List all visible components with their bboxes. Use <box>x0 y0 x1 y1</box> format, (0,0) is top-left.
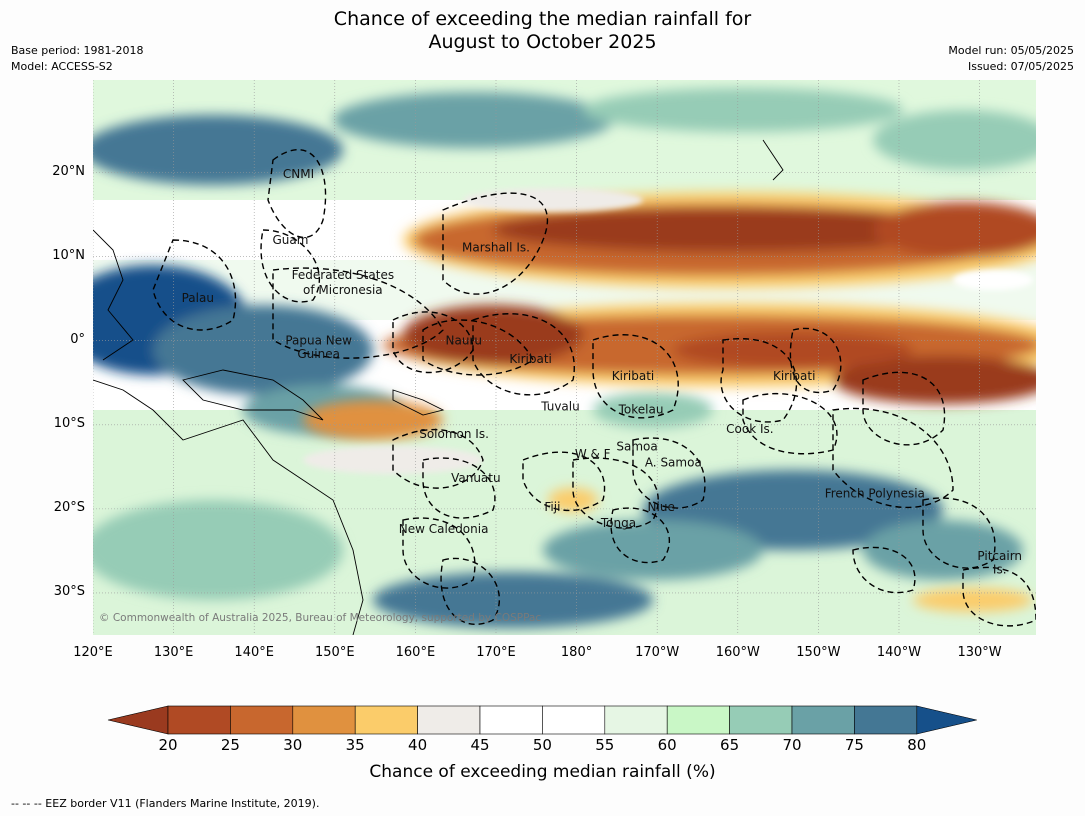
eez-borders <box>152 148 1036 627</box>
x-tick-label: 140°E <box>234 645 274 660</box>
dry-anomaly-areas <box>303 192 1036 612</box>
colorbar-tick-label: 60 <box>658 736 677 754</box>
region-label: A. Samoa <box>645 456 702 470</box>
colorbar-tick-label: 55 <box>595 736 614 754</box>
graticule <box>93 80 1036 635</box>
colorbar-segment <box>729 705 793 735</box>
region-label: of Micronesia <box>303 283 383 297</box>
region-label: Tonga <box>600 516 636 530</box>
region-label: French Polynesia <box>825 487 925 501</box>
region-label: Niue <box>648 500 675 514</box>
australia-png-coast <box>93 379 364 635</box>
colorbar-segment <box>292 705 356 735</box>
region-label: Vanuatu <box>451 471 501 485</box>
hawaii-coast <box>762 139 784 181</box>
x-tick-label: 180° <box>560 645 593 660</box>
colorbar-segment <box>354 705 418 735</box>
region-label: Kiribati <box>612 369 654 383</box>
colorbar-title: Chance of exceeding median rainfall (%) <box>369 762 716 782</box>
region-label: Marshall Is. <box>462 240 530 254</box>
y-tick-label: 30°S <box>53 583 85 599</box>
region-label: W & F <box>575 447 611 461</box>
title-line-2: August to October 2025 <box>428 31 657 53</box>
region-label: Guam <box>272 233 308 247</box>
region-label: Palau <box>182 291 214 305</box>
colorbar-tick-label: 70 <box>782 736 801 754</box>
title-line-1: Chance of exceeding the median rainfall … <box>333 8 752 30</box>
colorbar-segment <box>604 705 668 735</box>
y-tick-label: 10°N <box>52 247 85 263</box>
colorbar-segment <box>542 705 606 735</box>
solomon-coast <box>392 389 445 416</box>
y-tick-label: 0° <box>70 331 85 347</box>
colorbar-tick-label: 30 <box>283 736 302 754</box>
colorbar-segment <box>854 705 918 735</box>
colorbar-tick-label: 65 <box>720 736 739 754</box>
meta-left: Base period: 1981-2018 Model: ACCESS-S2 <box>11 43 143 75</box>
coastlines <box>93 139 784 635</box>
philippines-coast <box>93 229 134 361</box>
colorbar-tick-label: 75 <box>845 736 864 754</box>
x-tick-label: 160°W <box>715 645 760 660</box>
region-label: CNMI <box>283 167 314 181</box>
colorbar-segment <box>417 705 481 735</box>
region-label: Fiji <box>544 500 560 514</box>
colorbar-segment <box>666 705 730 735</box>
copyright-text: © Commonwealth of Australia 2025, Bureau… <box>99 612 541 624</box>
region-label: Nauru <box>446 334 482 348</box>
region-label: Samoa <box>616 440 657 454</box>
x-tick-label: 120°E <box>73 645 113 660</box>
region-label: New Caledonia <box>399 522 489 536</box>
region-label: Kiribati <box>773 369 815 383</box>
colorbar-extend-low <box>107 705 169 735</box>
region-label: Tokelau <box>618 403 664 417</box>
eez-footnote: -- -- -- EEZ border V11 (Flanders Marine… <box>11 797 320 810</box>
colorbar-tick-label: 35 <box>346 736 365 754</box>
colorbar-tick-label: 50 <box>533 736 552 754</box>
y-tick-label: 20°S <box>53 499 85 515</box>
region-label: Guinea <box>297 347 340 361</box>
issued-date: Issued: 07/05/2025 <box>967 60 1074 73</box>
colorbar-segment <box>167 705 231 735</box>
x-tick-label: 160°E <box>395 645 436 660</box>
x-tick-label: 170°E <box>476 645 516 660</box>
colorbar-tick-label: 40 <box>408 736 427 754</box>
colorbar-segment <box>230 705 294 735</box>
region-label: Kiribati <box>509 352 551 366</box>
region-label: Solomon Is. <box>419 427 489 441</box>
x-tick-label: 130°W <box>957 645 1002 660</box>
region-label: Is. <box>993 562 1007 576</box>
wet-anomaly-areas <box>93 88 1036 628</box>
region-label: Pitcairn <box>977 549 1022 563</box>
colorbar-extend-high <box>916 705 977 735</box>
colorbar-segment <box>479 705 543 735</box>
x-tick-label: 150°W <box>796 645 841 660</box>
x-tick-label: 170°W <box>635 645 680 660</box>
colorbar-tick-label: 20 <box>158 736 177 754</box>
new-guinea-coast <box>182 369 324 421</box>
x-tick-label: 130°E <box>153 645 194 660</box>
x-tick-label: 150°E <box>315 645 355 660</box>
region-label: Tuvalu <box>540 399 580 413</box>
region-label: Federated States <box>292 268 394 282</box>
chart-title: Chance of exceeding the median rainfall … <box>0 8 1085 54</box>
region-label: Papua New <box>285 334 352 348</box>
colorbar-segment <box>791 705 855 735</box>
meta-right: Model run: 05/05/2025 Issued: 07/05/2025 <box>948 43 1074 75</box>
colorbar-tick-label: 45 <box>470 736 489 754</box>
rainfall-map[interactable]: CNMI Guam Marshall Is. Federated States of M… <box>93 80 1036 635</box>
base-period: Base period: 1981-2018 <box>11 44 144 57</box>
x-tick-label: 140°W <box>876 645 922 660</box>
colorbar-tick-label: 80 <box>907 736 926 754</box>
y-tick-label: 20°N <box>52 163 85 179</box>
y-tick-label: 10°S <box>53 415 85 431</box>
region-label: Cook Is. <box>726 422 773 436</box>
colorbar-tick-label: 25 <box>221 736 240 754</box>
model-run: Model run: 05/05/2025 <box>948 44 1074 57</box>
colorbar: 20 25 30 35 40 45 50 55 60 65 70 75 80 <box>107 705 977 754</box>
model-name: Model: ACCESS-S2 <box>11 60 113 73</box>
